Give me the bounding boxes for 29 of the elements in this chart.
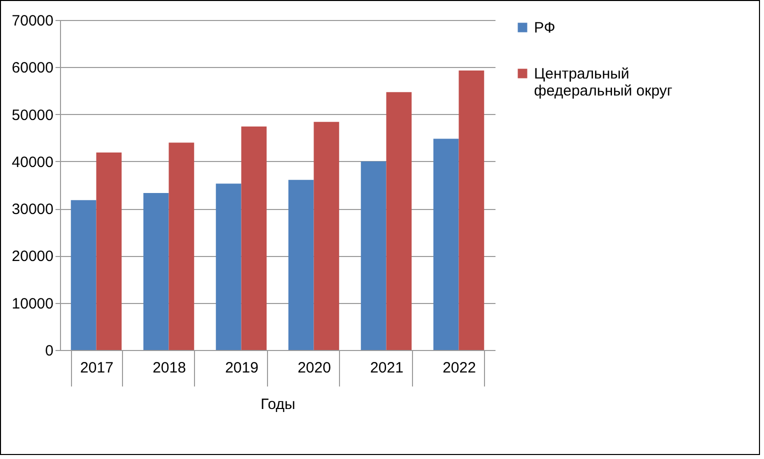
x-tick-label: 2017 xyxy=(80,360,114,376)
legend-label: РФ xyxy=(534,20,556,36)
x-tick-label: 2022 xyxy=(442,360,476,376)
y-tick-label: 0 xyxy=(45,342,54,360)
y-tick-label: 60000 xyxy=(12,60,54,77)
bar xyxy=(433,138,459,350)
y-tick-label: 50000 xyxy=(12,106,54,124)
bar xyxy=(143,193,169,350)
bar xyxy=(70,200,96,350)
bar xyxy=(216,184,242,350)
bar xyxy=(96,152,122,350)
y-tick-label: 10000 xyxy=(12,295,54,312)
bar xyxy=(241,126,267,350)
bar xyxy=(314,122,340,350)
legend-label: Центральный федеральный округ xyxy=(534,66,673,100)
bar xyxy=(288,180,314,350)
bar xyxy=(168,142,194,350)
x-tick-label: 2020 xyxy=(298,360,331,376)
y-tick-label: 20000 xyxy=(12,248,54,266)
x-tick-label: 2021 xyxy=(370,360,404,376)
bar xyxy=(360,161,386,350)
bar xyxy=(458,70,484,350)
y-tick-label: 70000 xyxy=(12,12,54,30)
bar xyxy=(386,92,412,350)
x-tick-label: 2018 xyxy=(152,360,186,376)
y-tick-label: 30000 xyxy=(12,201,54,218)
x-tick-label: 2019 xyxy=(225,360,258,376)
y-tick-label: 40000 xyxy=(12,154,54,171)
x-axis-title: Годы xyxy=(260,396,296,413)
